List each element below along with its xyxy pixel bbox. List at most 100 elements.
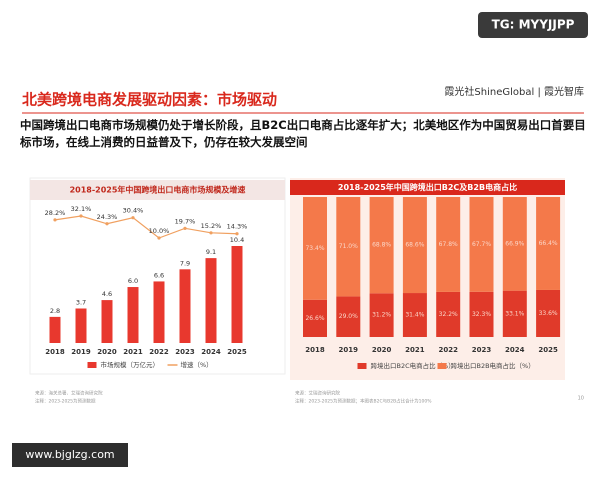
data-label: 73.4% [305, 245, 324, 252]
legend-label: 跨境出口B2B电商占比（%） [451, 361, 535, 370]
x-tick-label: 2023 [175, 348, 195, 356]
chart-title: 2018-2025年中国跨境出口B2C及B2B电商占比 [338, 182, 517, 192]
subtitle: 中国跨境出口电商市场规模仍处于增长阶段，且B2C出口电商占比逐年扩大；北美地区作… [20, 118, 586, 149]
data-label: 31.2% [372, 312, 391, 319]
panel-1-header [30, 180, 285, 200]
data-label: 2.8 [50, 307, 60, 315]
data-label: 3.7 [76, 298, 86, 306]
x-tick-label: 2023 [472, 346, 492, 354]
line-point [157, 236, 161, 240]
panel-2-header [290, 180, 565, 195]
chart-title: 2018-2025年中国跨境出口电商市场规模及增速 [70, 185, 246, 195]
x-tick-label: 2019 [339, 346, 359, 354]
line-point [235, 232, 239, 236]
bar-segment [336, 197, 361, 297]
data-label: 6.0 [128, 277, 138, 285]
bar [75, 308, 87, 343]
data-label: 10.4 [230, 236, 244, 244]
data-label: 26.6% [305, 315, 324, 322]
bar-segment [402, 293, 427, 337]
data-label: 67.8% [439, 241, 458, 248]
data-label: 66.4% [539, 240, 558, 247]
legend-label: 市场规模（万亿元） [101, 360, 160, 369]
x-tick-label: 2024 [201, 348, 221, 356]
data-label: 14.3% [227, 223, 248, 231]
bar [49, 316, 61, 343]
data-label: 6.6 [154, 271, 164, 279]
legend-marker [357, 363, 367, 369]
bar-segment [502, 197, 527, 291]
source: 来源：艾瑞咨询研究院 [295, 390, 340, 397]
data-label: 9.1 [206, 248, 216, 256]
data-label: 68.8% [372, 242, 391, 249]
legend-label: 跨境出口B2C电商占比（%） [371, 361, 455, 370]
bar [127, 287, 139, 343]
growth-line [54, 215, 238, 239]
page-number: 10 [578, 396, 584, 402]
bar-segment [402, 197, 427, 294]
data-label: 32.1% [71, 205, 92, 213]
line-point [183, 226, 187, 230]
watermark-box [478, 12, 588, 38]
line-point [53, 218, 57, 222]
data-label: 29.0% [339, 313, 358, 320]
x-tick-label: 2025 [538, 346, 558, 354]
line-point [79, 214, 83, 218]
data-label: 30.4% [123, 207, 144, 215]
logo: 霞光社ShineGlobal | 霞光智库 [444, 85, 584, 98]
bar-segment [369, 197, 394, 294]
data-label: 10.0% [149, 227, 170, 235]
x-tick-label: 2018 [45, 348, 65, 356]
x-tick-label: 2020 [97, 348, 117, 356]
bar-segment [502, 290, 527, 337]
x-tick-label: 2022 [438, 346, 458, 354]
bar-segment [369, 293, 394, 337]
data-label: 33.6% [539, 310, 558, 317]
data-label: 32.2% [439, 311, 458, 318]
data-label: 28.2% [45, 209, 66, 217]
watermark-box [12, 443, 128, 467]
data-label: 24.3% [97, 213, 118, 221]
bar-segment [303, 197, 327, 300]
legend-marker [87, 362, 97, 368]
bar [179, 269, 191, 343]
subtitle-box: 中国跨境出口电商市场规模仍处于增长阶段，且B2C出口电商占比逐年扩大；北美地区作… [20, 118, 586, 149]
watermark: www.bjglzg.com [25, 448, 114, 461]
x-tick-label: 2024 [505, 346, 525, 354]
note: 注释：2023-2025为预测数据 [35, 398, 96, 405]
line-point [131, 216, 135, 220]
bar [101, 300, 113, 343]
data-label: 7.9 [180, 259, 190, 267]
data-label: 71.0% [339, 243, 358, 250]
data-label: 31.4% [405, 312, 424, 319]
bar [153, 281, 165, 343]
data-label: 15.2% [201, 222, 222, 230]
x-tick-label: 2021 [405, 346, 425, 354]
bar [231, 246, 243, 343]
x-tick-label: 2025 [227, 348, 247, 356]
bar-segment [536, 289, 561, 337]
bar-segment [469, 197, 494, 292]
bar-segment [536, 197, 561, 290]
x-tick-label: 2022 [149, 348, 169, 356]
source: 来源：海关总署、艾瑞咨询研究院 [35, 390, 103, 397]
legend-label: 增速（%） [181, 360, 213, 369]
x-tick-label: 2018 [305, 346, 325, 354]
data-label: 19.7% [175, 217, 196, 225]
x-tick-label: 2021 [123, 348, 143, 356]
data-label: 66.9% [505, 240, 524, 247]
bar-segment [336, 296, 361, 337]
data-label: 33.1% [505, 310, 524, 317]
watermark: TG: MYYJJPP [492, 18, 575, 32]
data-label: 67.7% [472, 241, 491, 248]
bar-segment [436, 197, 461, 292]
bar-segment [469, 291, 494, 337]
bar-segment [303, 299, 327, 337]
x-tick-label: 2019 [71, 348, 91, 356]
data-label: 68.6% [405, 242, 424, 249]
line-point [105, 222, 109, 226]
bar [205, 258, 217, 343]
data-label: 4.6 [102, 290, 112, 298]
bar-segment [436, 291, 461, 337]
slide-title: 北美跨境电商发展驱动因素：市场驱动 [22, 91, 277, 109]
